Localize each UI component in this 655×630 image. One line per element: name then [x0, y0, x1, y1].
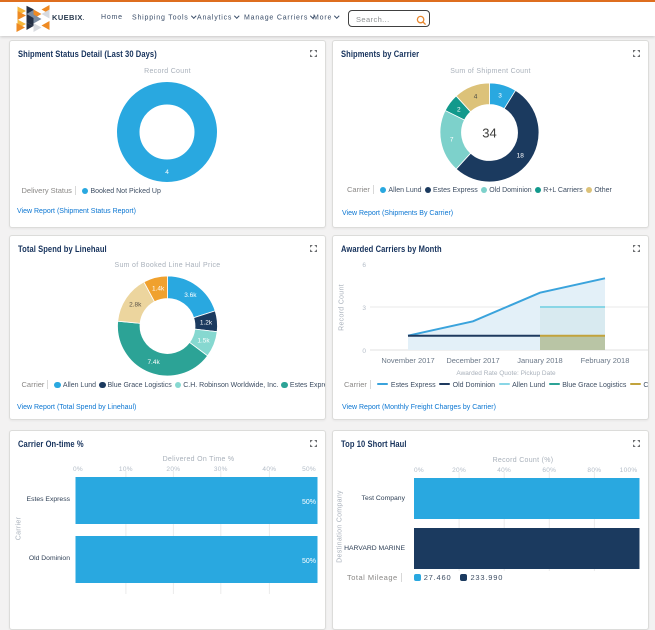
svg-text:34: 34 [482, 126, 496, 141]
svg-text:2: 2 [457, 106, 461, 113]
svg-text:February 2018: February 2018 [581, 356, 630, 365]
svg-text:3.6k: 3.6k [184, 292, 197, 299]
svg-text:0: 0 [362, 348, 366, 355]
svg-text:7.4k: 7.4k [147, 359, 160, 366]
svg-text:7: 7 [450, 137, 454, 144]
svg-text:6: 6 [362, 262, 366, 269]
svg-text:November 2017: November 2017 [381, 356, 434, 365]
svg-text:1.5k: 1.5k [197, 337, 210, 344]
svg-text:December 2017: December 2017 [446, 356, 499, 365]
svg-text:50%: 50% [302, 499, 316, 506]
svg-text:4: 4 [165, 169, 169, 176]
svg-text:January 2018: January 2018 [517, 356, 562, 365]
svg-text:3: 3 [498, 93, 502, 100]
svg-text:50%: 50% [302, 558, 316, 565]
svg-text:3: 3 [362, 305, 366, 312]
svg-text:1.2k: 1.2k [200, 319, 213, 326]
svg-text:1.4k: 1.4k [152, 286, 165, 293]
svg-text:4: 4 [474, 94, 478, 101]
svg-text:2.8k: 2.8k [129, 302, 142, 309]
svg-text:18: 18 [517, 153, 525, 160]
svg-text:Awarded Rate Quote: Pickup Dat: Awarded Rate Quote: Pickup Date [456, 370, 556, 377]
